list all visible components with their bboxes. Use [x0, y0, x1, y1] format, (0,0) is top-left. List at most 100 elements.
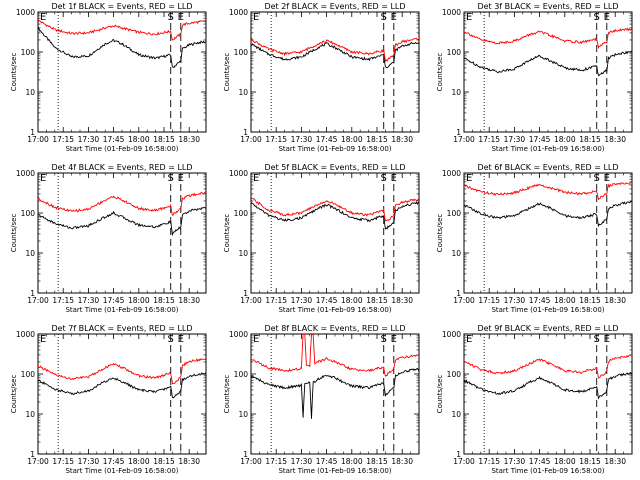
x-tick-label: 17:00: [240, 296, 262, 305]
x-tick-label: 18:00: [128, 296, 150, 305]
y-axis-label: Counts/sec: [436, 375, 444, 414]
x-tick-label: 18:15: [366, 135, 388, 144]
y-tick-label: 100: [447, 370, 462, 379]
x-tick-label: 18:15: [579, 457, 601, 466]
x-tick-label: 18:15: [366, 296, 388, 305]
y-tick-label: 10: [25, 88, 35, 97]
y-tick-label: 10: [451, 88, 461, 97]
series-line-lld: [251, 334, 419, 377]
panel-9: Det 9f BLACK = Events, RED = LLD 1 10 100 10…: [436, 324, 633, 475]
x-tick-label: 17:15: [478, 457, 500, 466]
panel-title: Det 2f BLACK = Events, RED = LLD: [264, 2, 405, 11]
x-tick-label: 17:30: [78, 296, 100, 305]
marker-label: E: [604, 173, 610, 184]
marker-label: S: [168, 334, 174, 345]
y-axis-label: Counts/sec: [436, 214, 444, 253]
x-tick-label: 18:00: [128, 135, 150, 144]
x-tick-label: 17:45: [103, 296, 125, 305]
marker-label: E: [604, 334, 610, 345]
series-line-lld: [251, 37, 419, 63]
series-line-events: [464, 200, 632, 228]
x-tick-label: 18:30: [178, 296, 200, 305]
y-tick-label: 1000: [229, 330, 248, 339]
panel-8: Det 8f BLACK = Events, RED = LLD 1 10 100 10…: [223, 324, 420, 475]
y-axis-label: Counts/sec: [10, 375, 18, 414]
series-line-lld: [464, 354, 632, 379]
x-tick-label: 17:15: [478, 135, 500, 144]
series-line-lld: [464, 181, 632, 201]
y-tick-label: 10: [451, 410, 461, 419]
x-axis-label: Start Time (01-Feb-09 16:58:00): [278, 145, 391, 153]
x-tick-label: 17:45: [529, 135, 551, 144]
x-tick-label: 17:15: [52, 457, 74, 466]
x-tick-label: 18:30: [604, 296, 626, 305]
y-tick-label: 100: [21, 370, 36, 379]
x-tick-label: 18:15: [153, 457, 175, 466]
y-axis-label: Counts/sec: [10, 214, 18, 253]
x-tick-label: 17:45: [529, 296, 551, 305]
x-tick-label: 18:00: [554, 457, 576, 466]
y-tick-label: 10: [25, 249, 35, 258]
x-axis-label: Start Time (01-Feb-09 16:58:00): [491, 467, 604, 475]
marker-label: E: [40, 334, 46, 345]
series-line-events: [38, 372, 206, 399]
x-tick-label: 17:15: [52, 135, 74, 144]
y-tick-label: 10: [451, 249, 461, 258]
y-tick-label: 1: [456, 450, 461, 459]
y-tick-label: 100: [234, 209, 249, 218]
x-tick-label: 17:00: [453, 135, 475, 144]
x-tick-label: 18:30: [391, 296, 413, 305]
x-tick-label: 17:45: [103, 457, 125, 466]
x-tick-label: 18:00: [341, 296, 363, 305]
x-tick-label: 18:15: [579, 296, 601, 305]
marker-label: E: [391, 173, 397, 184]
x-tick-label: 17:15: [265, 296, 287, 305]
panel-title: Det 9f BLACK = Events, RED = LLD: [477, 324, 618, 333]
marker-label: S: [168, 173, 174, 184]
x-tick-label: 17:30: [291, 457, 313, 466]
panel-title: Det 8f BLACK = Events, RED = LLD: [264, 324, 405, 333]
series-line-lld: [464, 27, 632, 50]
x-tick-label: 17:30: [504, 296, 526, 305]
x-tick-label: 18:15: [153, 296, 175, 305]
panel-3: Det 3f BLACK = Events, RED = LLD 1 10 100 10…: [436, 2, 633, 153]
marker-label: E: [391, 334, 397, 345]
y-axis-label: Counts/sec: [223, 214, 231, 253]
x-axis-label: Start Time (01-Feb-09 16:58:00): [278, 306, 391, 314]
x-tick-label: 18:30: [178, 135, 200, 144]
x-tick-label: 17:15: [265, 457, 287, 466]
y-tick-label: 1: [456, 289, 461, 298]
x-tick-label: 17:45: [316, 135, 338, 144]
x-tick-label: 18:15: [153, 135, 175, 144]
panel-5: Det 5f BLACK = Events, RED = LLD 1 10 100 10…: [223, 163, 420, 314]
marker-label: E: [253, 173, 259, 184]
marker-label: E: [253, 334, 259, 345]
panel-4: Det 4f BLACK = Events, RED = LLD 1 10 100 10…: [10, 163, 207, 314]
marker-label: E: [604, 12, 610, 23]
panel-title: Det 1f BLACK = Events, RED = LLD: [51, 2, 192, 11]
y-tick-label: 1000: [229, 8, 248, 17]
y-axis-label: Counts/sec: [436, 53, 444, 92]
panel-title: Det 4f BLACK = Events, RED = LLD: [51, 163, 192, 172]
y-tick-label: 1: [30, 128, 35, 137]
x-tick-label: 17:00: [27, 296, 49, 305]
x-tick-label: 17:00: [240, 457, 262, 466]
panel-title: Det 3f BLACK = Events, RED = LLD: [477, 2, 618, 11]
x-tick-label: 17:30: [78, 135, 100, 144]
x-tick-label: 17:00: [27, 457, 49, 466]
x-tick-label: 18:00: [341, 457, 363, 466]
y-tick-label: 1: [456, 128, 461, 137]
series-line-lld: [251, 196, 419, 222]
marker-label: E: [40, 173, 46, 184]
y-tick-label: 10: [238, 410, 248, 419]
series-line-events: [251, 41, 419, 69]
x-axis-label: Start Time (01-Feb-09 16:58:00): [491, 145, 604, 153]
x-tick-label: 18:00: [554, 135, 576, 144]
series-line-events: [38, 206, 206, 237]
x-tick-label: 18:00: [128, 457, 150, 466]
x-tick-label: 18:30: [178, 457, 200, 466]
x-tick-label: 17:30: [291, 296, 313, 305]
panel-6: Det 6f BLACK = Events, RED = LLD 1 10 100 10…: [436, 163, 633, 314]
marker-label: S: [594, 334, 600, 345]
